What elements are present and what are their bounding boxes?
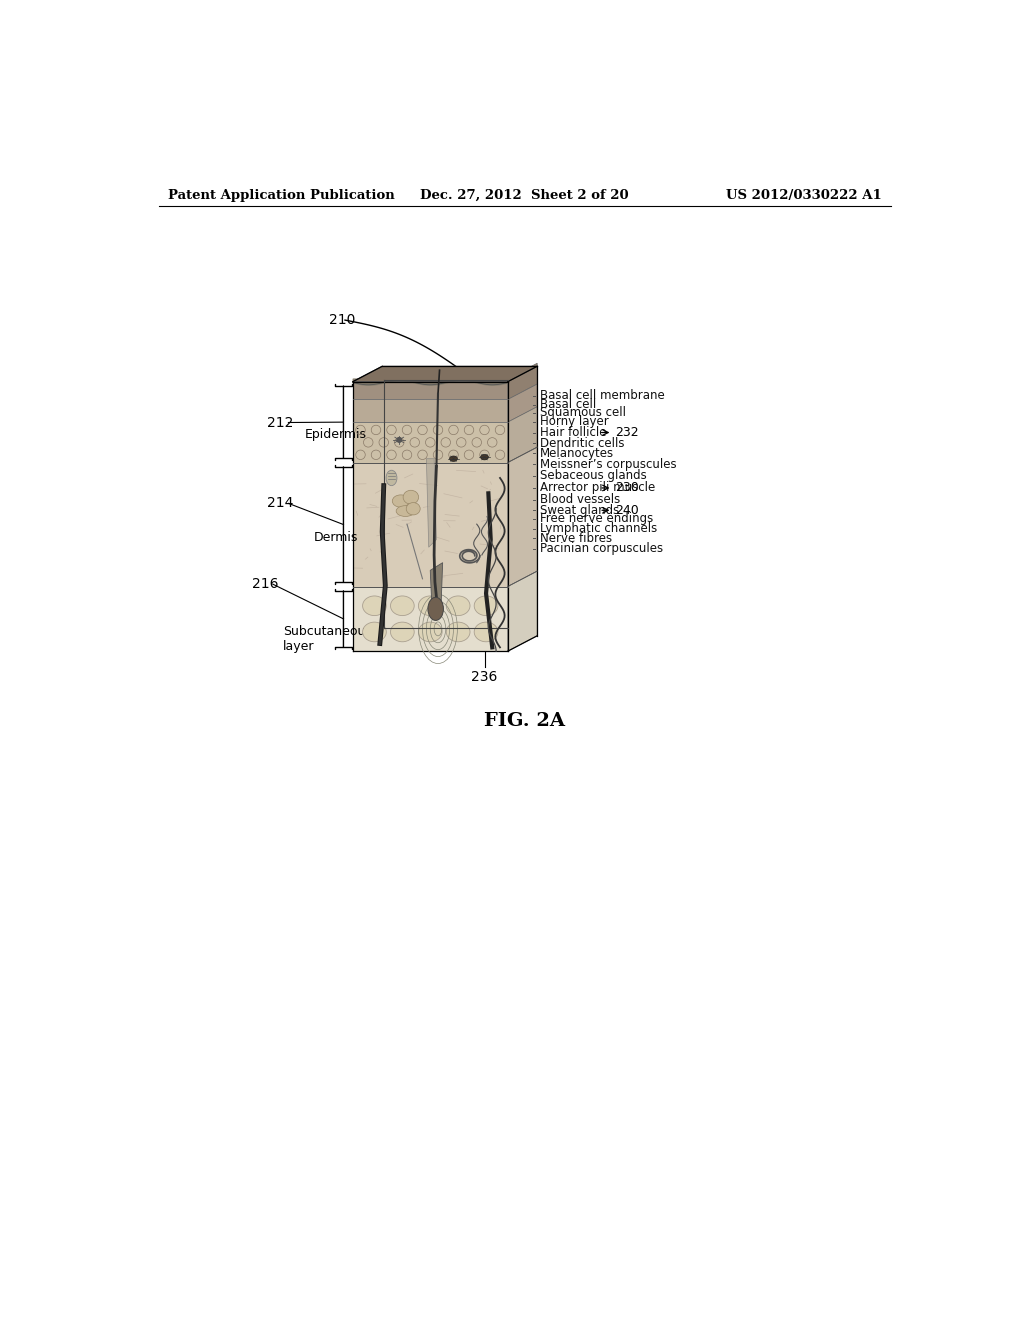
- Polygon shape: [508, 572, 538, 651]
- Text: 210: 210: [330, 313, 356, 327]
- Polygon shape: [352, 462, 508, 586]
- Text: Melanocytes: Melanocytes: [541, 446, 614, 459]
- Text: Lymphatic channels: Lymphatic channels: [541, 523, 657, 536]
- Text: Nerve fibres: Nerve fibres: [541, 532, 612, 545]
- Text: Dec. 27, 2012  Sheet 2 of 20: Dec. 27, 2012 Sheet 2 of 20: [421, 189, 629, 202]
- Text: Dendritic cells: Dendritic cells: [541, 437, 625, 450]
- Text: Sweat glands: Sweat glands: [541, 504, 620, 517]
- Text: Hair follicle: Hair follicle: [541, 426, 607, 440]
- Polygon shape: [508, 407, 538, 462]
- Text: Arrector pili muscle: Arrector pili muscle: [541, 482, 655, 495]
- Text: Squamous cell: Squamous cell: [541, 407, 627, 418]
- Text: Basal cell: Basal cell: [541, 399, 597, 412]
- Text: 236: 236: [471, 671, 498, 685]
- Ellipse shape: [419, 622, 442, 642]
- Ellipse shape: [474, 622, 498, 642]
- Polygon shape: [430, 562, 442, 605]
- Ellipse shape: [386, 470, 397, 486]
- Ellipse shape: [362, 595, 386, 615]
- Ellipse shape: [396, 506, 415, 516]
- Ellipse shape: [480, 454, 488, 459]
- Text: Free nerve endings: Free nerve endings: [541, 512, 653, 525]
- Text: US 2012/0330222 A1: US 2012/0330222 A1: [726, 189, 882, 202]
- Ellipse shape: [474, 595, 498, 615]
- Ellipse shape: [403, 490, 419, 504]
- Text: Horny layer: Horny layer: [541, 416, 609, 428]
- Ellipse shape: [362, 622, 386, 642]
- Ellipse shape: [390, 595, 414, 615]
- Text: Dermis: Dermis: [314, 531, 358, 544]
- Polygon shape: [352, 367, 538, 381]
- Text: Epidermis: Epidermis: [305, 428, 367, 441]
- Ellipse shape: [446, 595, 470, 615]
- Ellipse shape: [450, 455, 458, 462]
- Text: Basal cell membrane: Basal cell membrane: [541, 389, 665, 403]
- Polygon shape: [508, 363, 538, 400]
- Text: 216: 216: [252, 577, 279, 591]
- Circle shape: [397, 438, 401, 442]
- Text: 230: 230: [614, 482, 638, 495]
- Polygon shape: [352, 400, 508, 422]
- Text: 240: 240: [614, 504, 638, 517]
- Text: 212: 212: [267, 416, 294, 429]
- Ellipse shape: [390, 622, 414, 642]
- Polygon shape: [352, 586, 508, 651]
- Text: Subcutaneous
layer: Subcutaneous layer: [283, 626, 372, 653]
- Ellipse shape: [446, 622, 470, 642]
- Text: Sebaceous glands: Sebaceous glands: [541, 469, 647, 482]
- Polygon shape: [352, 422, 508, 462]
- Ellipse shape: [428, 597, 443, 620]
- Polygon shape: [426, 459, 436, 548]
- Polygon shape: [352, 381, 508, 400]
- Text: Patent Application Publication: Patent Application Publication: [168, 189, 395, 202]
- Text: Blood vessels: Blood vessels: [541, 492, 621, 506]
- Text: Pacinian corpuscules: Pacinian corpuscules: [541, 543, 664, 556]
- Text: FIG. 2A: FIG. 2A: [484, 711, 565, 730]
- Text: 214: 214: [267, 496, 294, 511]
- Text: Meissner’s corpuscules: Meissner’s corpuscules: [541, 458, 677, 471]
- Ellipse shape: [392, 495, 410, 507]
- Polygon shape: [508, 384, 538, 422]
- Polygon shape: [508, 447, 538, 586]
- Text: 232: 232: [614, 426, 638, 440]
- Ellipse shape: [419, 595, 442, 615]
- Ellipse shape: [407, 503, 420, 515]
